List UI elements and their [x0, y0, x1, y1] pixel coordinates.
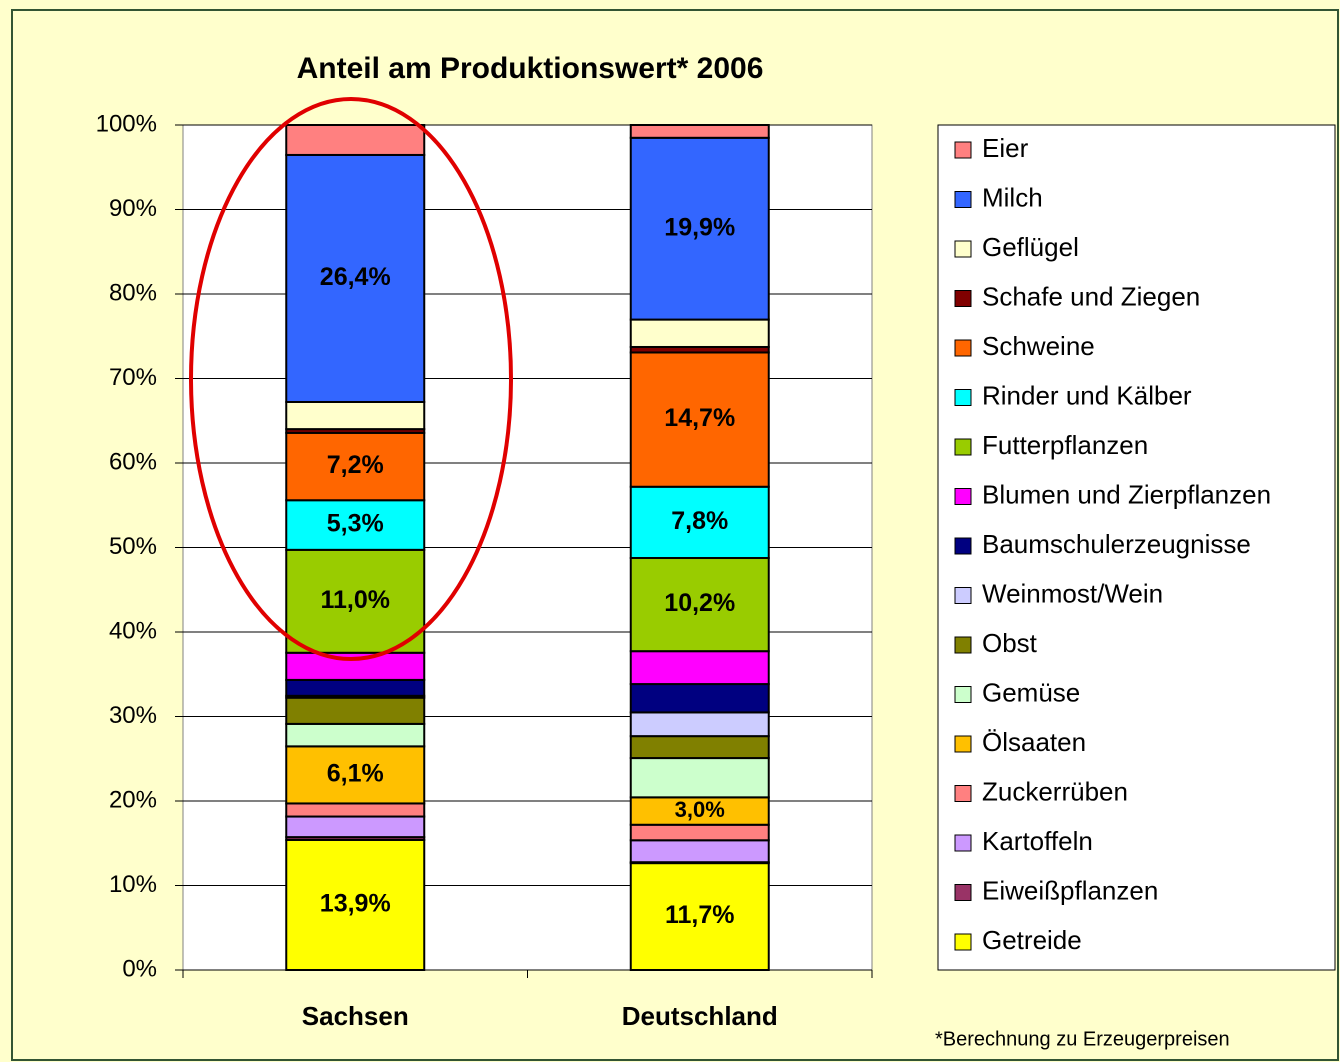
- bar-segment: [629, 557, 770, 653]
- y-tick-label: 80%: [109, 279, 157, 306]
- data-label: 7,8%: [671, 507, 728, 535]
- chart-border: [11, 9, 1339, 1061]
- bar-segment: [285, 815, 426, 839]
- legend-swatch: [954, 933, 972, 951]
- bar-segment: [629, 839, 770, 864]
- data-label: 6,1%: [327, 760, 384, 788]
- legend-label: Geflügel: [982, 232, 1079, 262]
- bar-segment: [285, 802, 426, 818]
- legend-label: Zuckerrüben: [982, 776, 1128, 806]
- legend-box: [937, 124, 1336, 971]
- y-tick-label: 0%: [122, 955, 157, 982]
- data-label: 19,9%: [664, 213, 735, 241]
- legend-label: Rinder und Kälber: [982, 380, 1192, 410]
- legend-swatch: [954, 339, 972, 357]
- legend-swatch: [954, 785, 972, 802]
- bar-segment: [285, 722, 426, 748]
- legend-label: Futterpflanzen: [982, 430, 1148, 460]
- bar-segment: [629, 683, 770, 714]
- x-tick-label: Sachsen: [302, 1001, 409, 1031]
- bar-segment: [285, 400, 426, 431]
- x-tick-label: Deutschland: [622, 1001, 778, 1031]
- legend-label: Kartoffeln: [982, 826, 1093, 856]
- legend-swatch: [954, 438, 972, 456]
- bar-segment: [629, 124, 770, 139]
- bar-segment: [629, 650, 770, 686]
- legend-swatch: [954, 488, 972, 505]
- bar-segment: [285, 548, 426, 654]
- bar-segment: [285, 124, 426, 156]
- legend-swatch: [954, 686, 972, 703]
- bar-segment: [285, 745, 426, 805]
- bar-segment: [629, 796, 770, 826]
- y-tick-label: 40%: [109, 617, 157, 644]
- legend-swatch: [954, 587, 972, 604]
- data-label: 5,3%: [327, 510, 384, 538]
- data-label: 11,0%: [320, 586, 390, 614]
- legend-swatch: [954, 735, 972, 753]
- bar-segment: [285, 651, 426, 681]
- legend-swatch: [954, 290, 972, 307]
- y-tick-label: 50%: [109, 533, 157, 560]
- bar-segment: [629, 136, 770, 321]
- legend-swatch: [954, 240, 972, 258]
- legend-label: Gemüse: [982, 677, 1080, 707]
- data-label: 14,7%: [664, 404, 735, 432]
- legend-label: Schweine: [982, 331, 1095, 361]
- bar-segment: [629, 823, 770, 842]
- y-tick-label: 70%: [109, 364, 157, 391]
- legend-swatch: [954, 636, 972, 654]
- data-label: 3,0%: [675, 797, 725, 822]
- legend-swatch: [954, 191, 972, 208]
- legend-label: Eier: [982, 133, 1029, 163]
- y-tick-label: 10%: [109, 871, 157, 898]
- data-label: 10,2%: [664, 589, 735, 617]
- legend-label: Blumen und Zierpflanzen: [982, 479, 1271, 509]
- bar-segment: [285, 431, 426, 502]
- bar-segment: [285, 838, 426, 972]
- y-tick-label: 20%: [109, 786, 157, 813]
- data-label: 11,7%: [665, 901, 735, 929]
- bar-segment: [629, 711, 770, 738]
- y-tick-label: 30%: [109, 702, 157, 729]
- legend-swatch: [954, 389, 972, 406]
- legend-label: Weinmost/Wein: [982, 578, 1163, 608]
- legend-label: Eiweißpflanzen: [982, 875, 1158, 905]
- bar-segment: [285, 499, 426, 551]
- legend-swatch: [954, 884, 972, 901]
- legend-label: Ölsaaten: [982, 727, 1086, 757]
- bar-segment: [629, 862, 770, 971]
- y-tick-label: 60%: [109, 448, 157, 475]
- legend-label: Getreide: [982, 925, 1082, 955]
- y-tick-label: 100%: [96, 110, 157, 137]
- bar-segment: [629, 757, 770, 799]
- footnote: *Berechnung zu Erzeugerpreisen: [935, 1028, 1230, 1050]
- bar-segment: [285, 153, 426, 403]
- bar-segment: [629, 318, 770, 348]
- legend-label: Schafe und Ziegen: [982, 281, 1200, 311]
- data-label: 7,2%: [327, 451, 384, 479]
- legend-swatch: [954, 141, 972, 159]
- chart-title: Anteil am Produktionswert* 2006: [297, 52, 764, 85]
- legend-label: Milch: [982, 182, 1043, 212]
- highlight-ellipse: [189, 97, 513, 661]
- bar-segment: [285, 678, 426, 697]
- bar-segment: [285, 696, 426, 725]
- data-label: 13,9%: [320, 890, 391, 918]
- legend-label: Obst: [982, 628, 1038, 658]
- data-label: 26,4%: [320, 263, 391, 291]
- legend-swatch: [954, 834, 972, 852]
- legend-label: Baumschulerzeugnisse: [982, 529, 1251, 559]
- y-tick-label: 90%: [109, 195, 157, 222]
- legend-swatch: [954, 537, 972, 555]
- bar-segment: [629, 735, 770, 760]
